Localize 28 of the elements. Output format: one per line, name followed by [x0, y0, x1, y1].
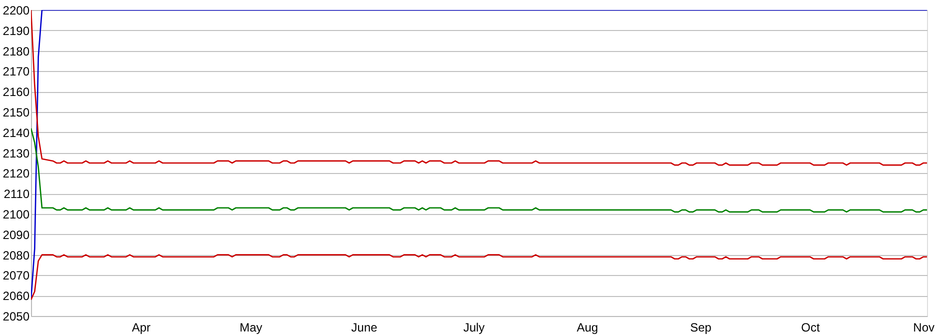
x-tick-label: Oct: [801, 320, 820, 334]
y-tick-label: 2180: [2, 44, 30, 58]
x-tick-label: Aug: [576, 320, 598, 334]
y-tick-label: 2080: [2, 248, 30, 262]
y-tick-label: 2120: [2, 166, 30, 181]
y-tick-label: 2130: [2, 146, 30, 160]
x-tick-label: July: [463, 320, 485, 334]
y-tick-label: 2150: [2, 106, 30, 120]
y-tick-label: 2140: [2, 126, 30, 140]
x-tick-label: Apr: [132, 320, 151, 334]
x-tick-label: May: [240, 320, 262, 334]
y-tick-label: 2070: [2, 268, 30, 283]
y-tick-label: 2160: [2, 85, 30, 100]
x-tick-label: Nov: [913, 320, 935, 334]
y-tick-label: 2190: [2, 24, 30, 38]
y-tick-label: 2200: [2, 4, 30, 18]
y-tick-label: 2090: [2, 228, 30, 242]
y-tick-label: 2100: [2, 208, 30, 222]
line-series: [31, 254, 927, 300]
line-series: [31, 10, 927, 166]
x-tick-label: June: [351, 320, 378, 334]
y-tick-label: 2060: [2, 289, 30, 304]
x-tick-label: Sep: [690, 320, 712, 334]
y-tick-label: 2050: [2, 310, 30, 324]
y-tick-label: 2170: [2, 64, 30, 79]
line-series: [31, 128, 927, 213]
line-series: [31, 10, 927, 300]
y-tick-label: 2110: [4, 187, 30, 202]
